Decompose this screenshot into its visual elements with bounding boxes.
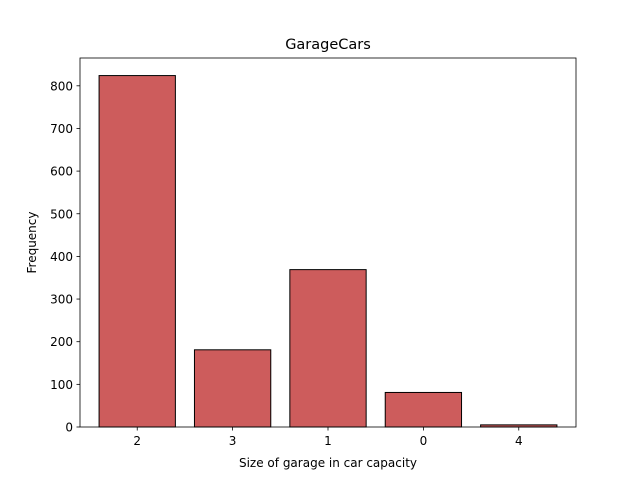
y-tick-label: 800 <box>50 79 73 93</box>
bar-0 <box>384 391 463 428</box>
x-tick-label: 1 <box>324 434 332 448</box>
y-tick-label: 500 <box>50 207 73 221</box>
y-tick-label: 400 <box>50 250 73 264</box>
bars-group <box>98 75 558 428</box>
x-tick-label: 0 <box>420 434 428 448</box>
bar-2 <box>98 75 176 428</box>
y-tick-label: 600 <box>50 165 73 179</box>
y-ticks-group: 0 100 200 300 400 500 600 700 800 <box>50 79 80 435</box>
x-axis-label: Size of garage in car capacity <box>239 456 417 470</box>
x-ticks-group: 2 3 1 0 4 <box>133 427 523 448</box>
bar-1 <box>289 269 367 428</box>
y-axis-label: Frequency <box>25 212 39 274</box>
y-tick-label: 200 <box>50 335 73 349</box>
x-tick-label: 4 <box>515 434 523 448</box>
y-tick-label: 700 <box>50 122 73 136</box>
bar-3 <box>193 349 272 428</box>
chart-title: GarageCars <box>285 37 371 53</box>
plot-frame <box>79 57 577 428</box>
x-tick-label: 3 <box>229 434 237 448</box>
y-tick-label: 100 <box>50 378 73 392</box>
x-tick-label: 2 <box>133 434 141 448</box>
y-tick-label: 300 <box>50 293 73 307</box>
y-tick-label: 0 <box>65 421 73 435</box>
